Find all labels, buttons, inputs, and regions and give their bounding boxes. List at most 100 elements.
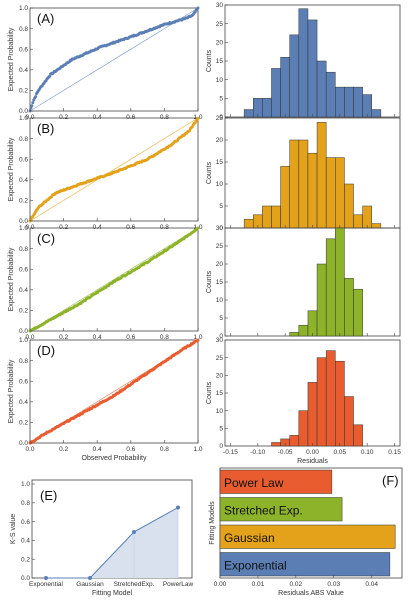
y-tick-label: 0.8	[19, 358, 28, 365]
x-tick-label: PowerLaw	[163, 581, 194, 588]
x-tick-label: 0.00	[214, 581, 227, 588]
y-tick-label: 0.6	[19, 266, 28, 273]
plot-frame	[219, 467, 403, 579]
x-tick-label: 0.6	[126, 334, 135, 341]
x-tick-label: 0.0	[25, 446, 34, 453]
y-tick-label: 0.2	[19, 198, 28, 205]
histogram-bar	[289, 435, 300, 447]
y-tick-label: 0.8	[19, 26, 28, 33]
x-tick-label: -0.15	[223, 449, 238, 456]
histogram-bar	[335, 86, 345, 118]
histogram-bar	[353, 424, 363, 447]
histogram-bar	[371, 223, 382, 229]
data-point	[132, 529, 136, 534]
x-tick-label: 0.05	[334, 449, 347, 456]
histogram-bar	[271, 68, 281, 118]
histogram-bar	[289, 34, 300, 118]
y-tick-label: 0.4	[19, 287, 28, 294]
y-tick-label: 1.0	[19, 5, 28, 12]
x-tick-label: 0.4	[93, 224, 102, 231]
bar-label: Power Law	[224, 476, 284, 490]
area-fill	[46, 507, 178, 578]
histogram-bar	[243, 109, 254, 118]
histogram-bar	[325, 71, 336, 118]
x-axis-label: Residuals ABS Value	[278, 590, 344, 597]
series-line	[46, 507, 179, 579]
histogram-bar	[298, 8, 309, 118]
y-axis-label: Expected Probability	[8, 27, 15, 91]
histogram-bar	[353, 214, 363, 229]
y-tick-label: 0	[219, 333, 223, 340]
y-tick-label: 0.6	[19, 378, 28, 385]
x-tick-label: 0.8	[160, 224, 169, 231]
y-tick-label: 25	[216, 355, 224, 362]
y-tick-label: 0	[219, 225, 223, 232]
x-tick-label: 0.6	[126, 114, 135, 121]
reference-line	[29, 117, 199, 222]
data-point	[196, 116, 200, 120]
plot-frame	[29, 227, 199, 332]
x-tick-label: 0.2	[59, 446, 68, 453]
histogram-bar	[353, 86, 363, 118]
x-tick-label: 0.15	[388, 449, 401, 456]
histogram-bar	[307, 382, 318, 447]
histogram-bar	[316, 357, 327, 447]
plot-frame	[29, 339, 199, 444]
y-tick-label: 20	[216, 261, 224, 268]
x-tick-label: 0.6	[126, 224, 135, 231]
histogram-bar	[344, 183, 354, 229]
y-tick-label: 0.0	[19, 108, 28, 115]
histogram-bar	[307, 19, 318, 118]
y-tick-label: 15	[216, 279, 224, 286]
panel-label: (B)	[37, 121, 54, 136]
x-axis-label: Residuals	[297, 458, 328, 465]
x-axis-label: Observed Probability	[82, 455, 147, 462]
x-tick-label: 0.02	[290, 581, 303, 588]
histogram-bar	[243, 218, 254, 229]
histogram-bar	[335, 227, 345, 337]
x-tick-label: Gaussian	[76, 581, 104, 588]
x-tick-label: 0.2	[59, 224, 68, 231]
y-tick-label: 0.6	[21, 519, 30, 526]
y-tick-label: 0.6	[19, 156, 28, 163]
panel-label: (F)	[382, 473, 399, 488]
x-tick-label: 0.0	[25, 224, 34, 231]
histogram-bar	[344, 396, 354, 447]
x-tick-label: 0.8	[160, 114, 169, 121]
bar-label: Exponential	[224, 558, 287, 572]
x-tick-label: 0.4	[93, 334, 102, 341]
y-tick-label: 0.2	[21, 556, 30, 563]
y-tick-label: 0.2	[19, 88, 28, 95]
data-point	[196, 338, 200, 342]
y-tick-label: 15	[216, 58, 224, 65]
histogram-bar	[262, 205, 272, 229]
x-tick-label: 0.03	[327, 581, 340, 588]
y-tick-label: 30	[216, 337, 224, 344]
histogram-bar	[307, 152, 318, 229]
x-tick-label: 0.01	[252, 581, 265, 588]
x-tick-label: 0.00	[306, 449, 319, 456]
histogram-bar	[298, 410, 309, 447]
x-tick-label: 0.10	[361, 449, 374, 456]
histogram-bar	[335, 157, 345, 229]
bar-label: Gaussian	[224, 531, 275, 545]
y-tick-label: 0.8	[19, 136, 28, 143]
y-tick-label: 0	[219, 114, 223, 121]
histogram-bar	[298, 324, 309, 337]
y-tick-label: 0.0	[19, 328, 28, 335]
x-tick-label: -0.10	[250, 449, 265, 456]
panel-label: (A)	[37, 11, 54, 26]
data-point	[30, 104, 34, 108]
y-tick-label: 0.4	[19, 399, 28, 406]
x-tick-label: 0.8	[160, 446, 169, 453]
bar	[219, 469, 333, 494]
histogram-bar	[316, 60, 327, 118]
y-axis-label: K-S value	[10, 514, 17, 544]
y-tick-label: 5	[219, 203, 223, 210]
x-tick-label: 0.4	[93, 114, 102, 121]
y-tick-label: 5	[219, 96, 223, 103]
data-point	[196, 226, 200, 230]
y-tick-label: 25	[216, 243, 224, 250]
histogram-bar	[262, 98, 272, 118]
y-tick-label: 20	[216, 373, 224, 380]
